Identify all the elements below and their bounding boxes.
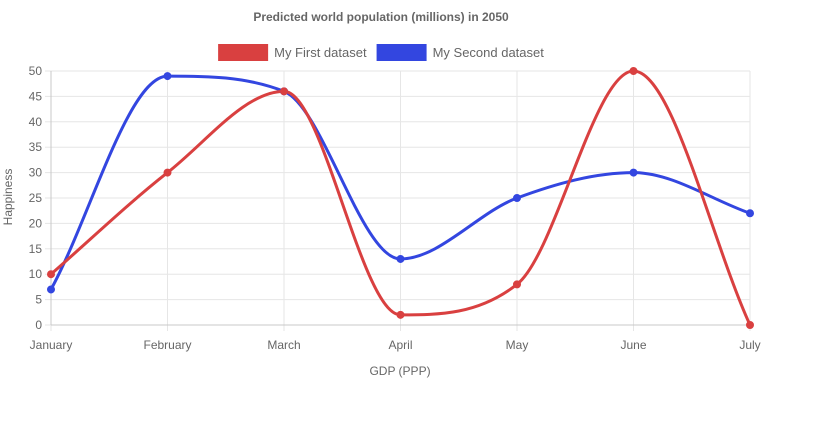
y-tick-label-5: 5 (35, 293, 42, 307)
y-axis-title: Happiness (1, 169, 15, 226)
data-point-my-second-dataset-april[interactable] (396, 254, 405, 263)
data-point-my-first-dataset-january[interactable] (47, 270, 55, 279)
series-line-my-first-dataset (49, 69, 752, 327)
y-tick-label-40: 40 (29, 115, 43, 129)
series-points (47, 67, 754, 329)
x-tick-label-april: April (388, 338, 412, 352)
data-point-my-first-dataset-june[interactable] (629, 67, 638, 75)
x-tick-label-february: February (143, 338, 191, 352)
y-tick-label-10: 10 (29, 267, 43, 281)
y-tick-label-30: 30 (29, 166, 43, 180)
legend-swatch-my-first-dataset (218, 44, 269, 61)
legend-label-my-first-dataset: My First dataset (274, 45, 367, 60)
x-tick-label-june: June (620, 338, 646, 352)
data-point-my-second-dataset-may[interactable] (513, 194, 521, 202)
data-point-my-first-dataset-july[interactable] (746, 321, 754, 329)
data-point-my-second-dataset-june[interactable] (629, 168, 638, 177)
data-point-my-first-dataset-march[interactable] (280, 87, 288, 96)
grid-lines (45, 70, 751, 331)
axes: 0 5 10 15 20 25 30 35 40 45 50 January February March… (29, 64, 761, 352)
data-point-my-second-dataset-january[interactable] (47, 285, 55, 294)
legend-item-my-second-dataset[interactable]: My Second dataset (376, 44, 545, 61)
data-point-my-second-dataset-february[interactable] (163, 72, 172, 81)
x-tick-label-january: January (30, 338, 73, 352)
legend-item-my-first-dataset[interactable]: My First dataset (218, 44, 367, 61)
data-point-my-first-dataset-may[interactable] (513, 280, 521, 289)
y-tick-label-25: 25 (29, 191, 43, 205)
y-tick-label-45: 45 (29, 89, 43, 103)
chart-title: Predicted world population (millions) in… (253, 10, 509, 24)
x-tick-label-march: March (267, 338, 300, 352)
legend-label-my-second-dataset: My Second dataset (433, 45, 545, 60)
legend: My First dataset My Second dataset (218, 44, 544, 61)
data-point-my-first-dataset-february[interactable] (163, 168, 172, 177)
y-tick-label-15: 15 (29, 242, 43, 256)
data-point-my-second-dataset-july[interactable] (746, 209, 754, 218)
data-point-my-first-dataset-april[interactable] (396, 310, 405, 319)
y-tick-label-20: 20 (29, 216, 43, 230)
x-axis-title: GDP (PPP) (369, 364, 430, 378)
y-tick-label-35: 35 (29, 140, 43, 154)
x-tick-label-may: May (506, 338, 529, 352)
x-tick-label-july: July (739, 338, 760, 352)
legend-swatch-my-second-dataset (376, 44, 427, 61)
y-tick-label-0: 0 (35, 318, 42, 332)
y-tick-label-50: 50 (29, 64, 43, 78)
